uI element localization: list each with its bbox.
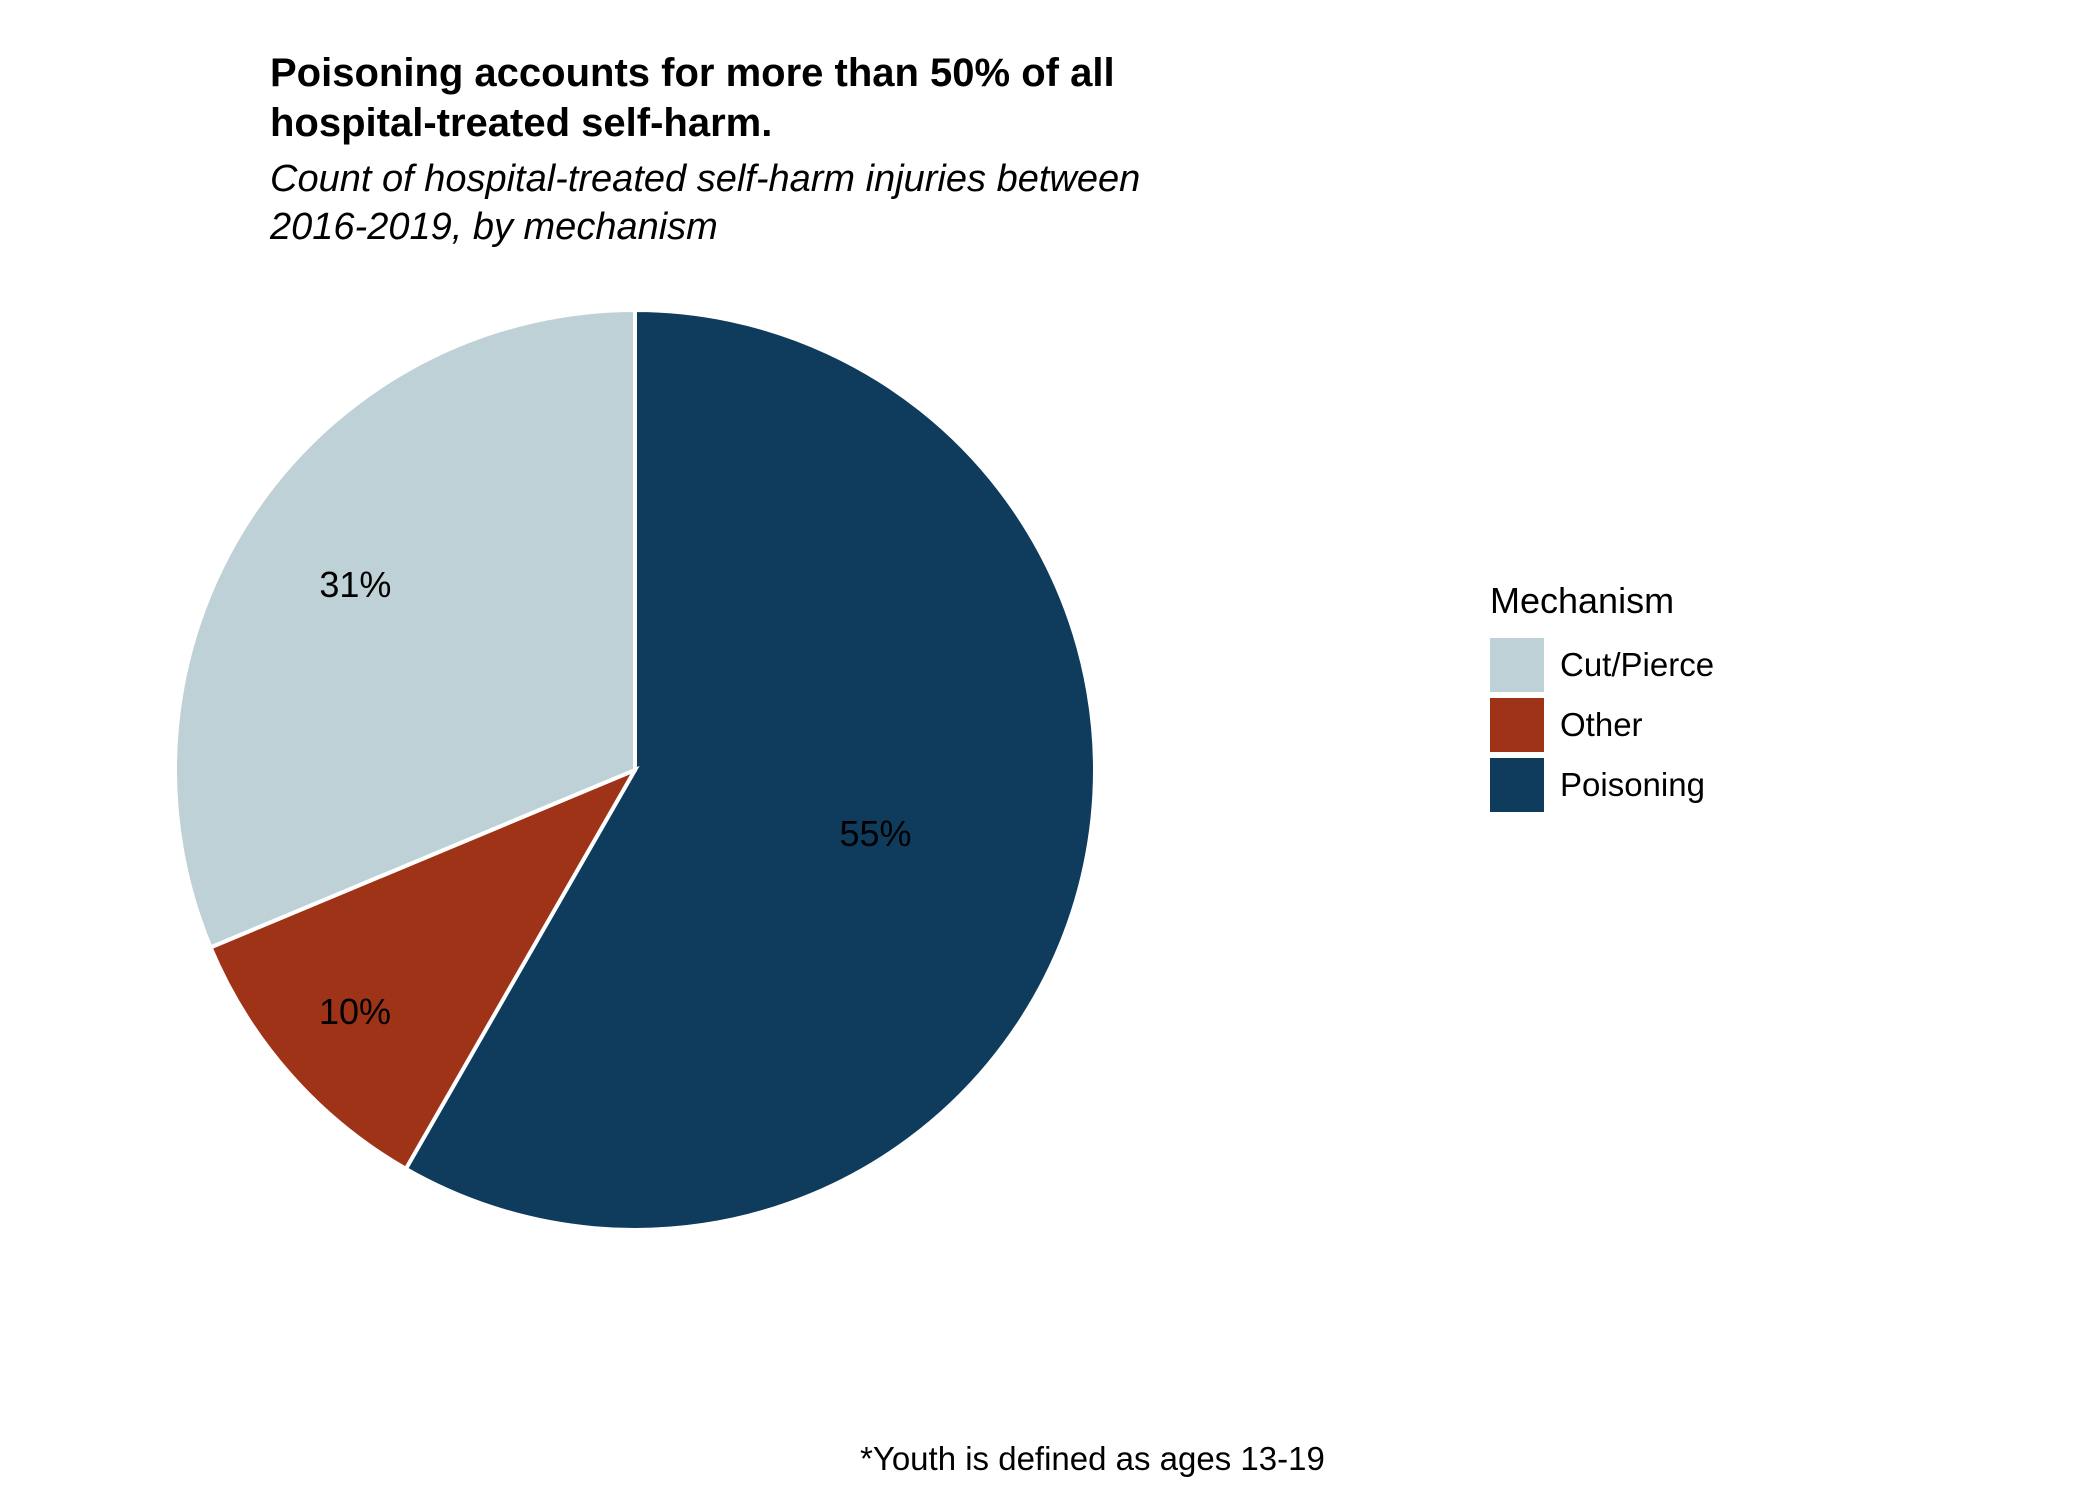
legend-label: Cut/Pierce [1560,646,1714,684]
pie-label-cut-pierce: 31% [319,564,391,606]
legend-item-poisoning: Poisoning [1490,758,1714,812]
chart-subtitle: Count of hospital-treated self-harm inju… [270,156,1870,251]
legend-title: Mechanism [1490,580,1714,622]
legend-swatch [1490,698,1544,752]
legend-item-cut-pierce: Cut/Pierce [1490,638,1714,692]
legend-item-other: Other [1490,698,1714,752]
chart-title: Poisoning accounts for more than 50% of … [270,48,1870,148]
pie-chart: 55% 10% 31% [175,310,1095,1230]
legend-label: Poisoning [1560,766,1705,804]
pie-label-other: 10% [319,991,391,1033]
pie-label-poisoning: 55% [839,813,911,855]
legend-items: Cut/Pierce Other Poisoning [1490,638,1714,812]
legend: Mechanism Cut/Pierce Other Poisoning [1490,580,1714,818]
pie-svg [175,310,1095,1230]
legend-swatch [1490,758,1544,812]
chart-footnote: *Youth is defined as ages 13-19 [860,1440,1325,1478]
chart-container: Poisoning accounts for more than 50% of … [270,48,1870,251]
legend-label: Other [1560,706,1643,744]
legend-swatch [1490,638,1544,692]
